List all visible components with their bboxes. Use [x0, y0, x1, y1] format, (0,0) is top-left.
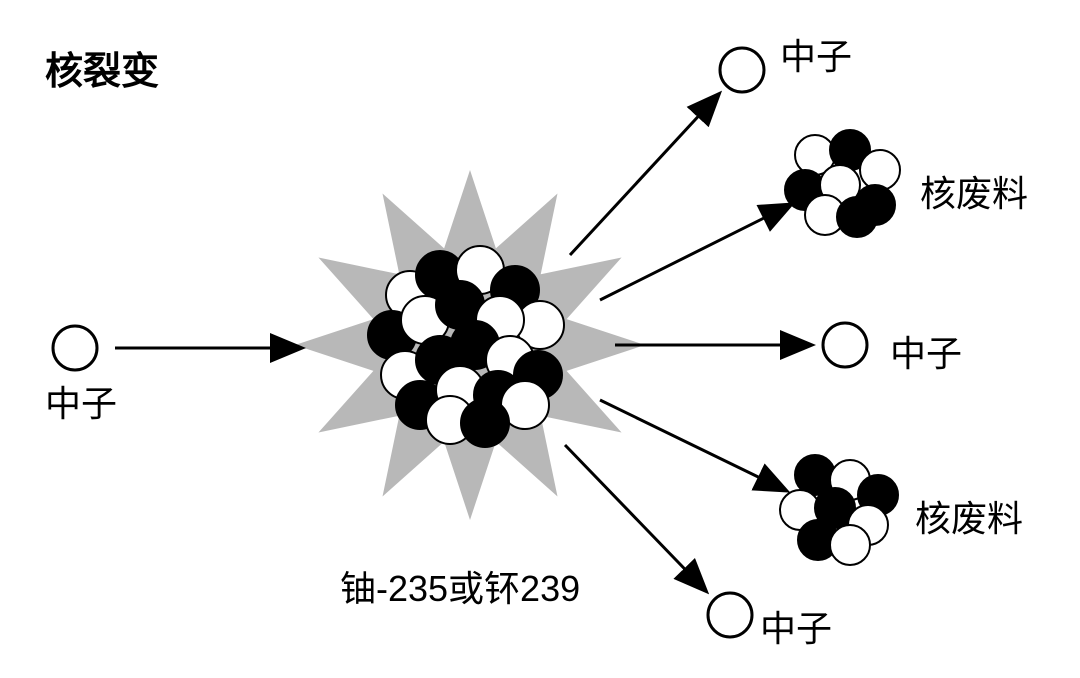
fission-diagram-svg	[0, 0, 1080, 678]
nucleus-cluster-icon	[368, 246, 564, 447]
outgoing-arrow-icon	[600, 205, 790, 300]
outgoing-arrow-icon	[565, 445, 705, 590]
incoming-neutron-icon	[53, 326, 97, 370]
outgoing-neutron-icon	[720, 48, 764, 92]
fragment-cluster-icon	[785, 130, 900, 237]
outgoing-neutron-icon	[708, 593, 752, 637]
outgoing-arrow-icon	[570, 95, 718, 255]
outgoing-neutron-icon	[823, 323, 867, 367]
outgoing-arrow-icon	[600, 400, 785, 490]
fragment-cluster-icon	[780, 455, 898, 565]
